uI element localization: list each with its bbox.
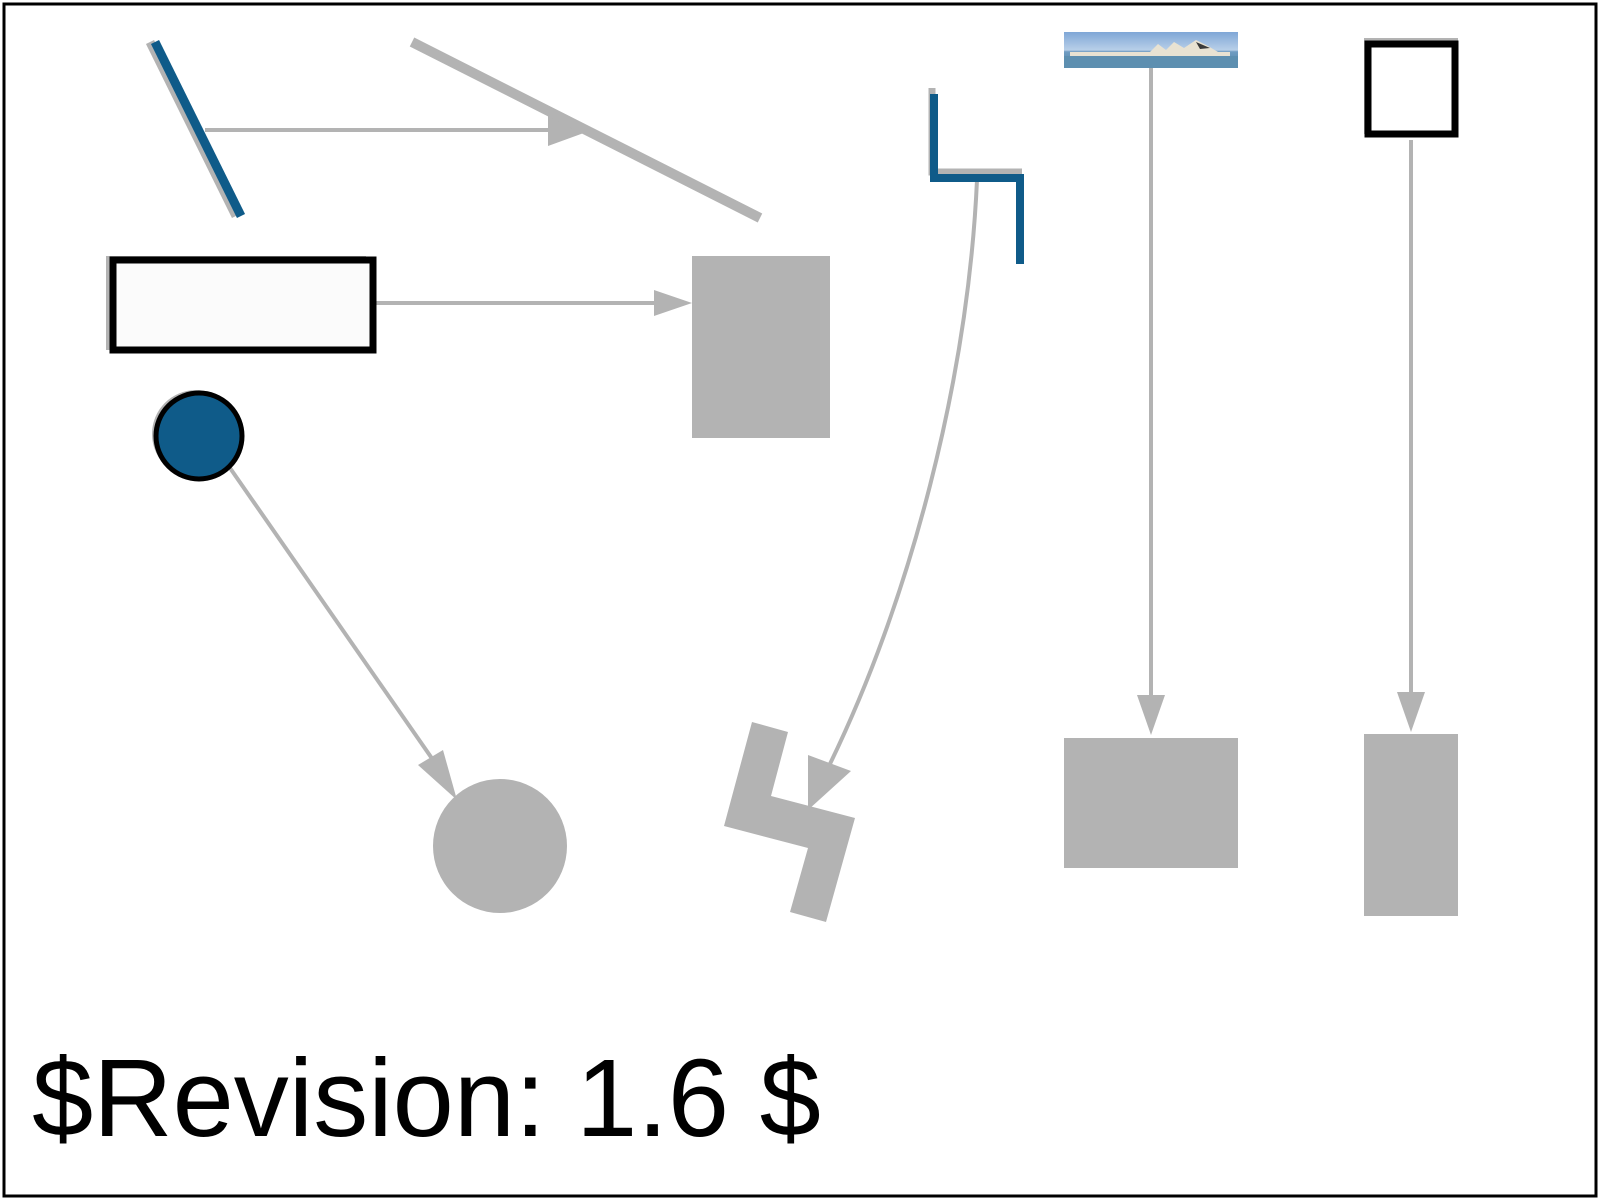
gray-circle-shape[interactable] <box>433 779 567 913</box>
connector-circle-to-circle <box>228 466 457 800</box>
connector-line-to-line <box>205 114 592 146</box>
connector-polyline-to-polygon <box>808 179 979 810</box>
revision-label: $Revision: 1.6 $ <box>32 1037 821 1160</box>
blue-slanted-line-shape[interactable] <box>145 40 246 218</box>
outlined-rectangle-shape[interactable] <box>106 256 377 354</box>
connector-square-to-rect <box>1397 140 1425 732</box>
gray-portrait-rectangle-shape[interactable] <box>1364 734 1458 916</box>
connector-image-to-rect <box>1137 68 1165 735</box>
outlined-square-shape[interactable] <box>1364 38 1459 138</box>
gray-slanted-line-shape[interactable] <box>409 37 763 223</box>
opera-house-thumbnail-image[interactable] <box>1064 32 1238 68</box>
blue-step-polyline-shape[interactable] <box>928 88 1024 264</box>
gray-zigzag-polygon-shape[interactable] <box>724 722 855 922</box>
gray-rectangle-shape[interactable] <box>692 256 830 438</box>
blue-circle-shape[interactable] <box>152 390 245 482</box>
connector-rect-to-rect <box>374 290 692 316</box>
gray-landscape-rectangle-shape[interactable] <box>1064 738 1238 868</box>
